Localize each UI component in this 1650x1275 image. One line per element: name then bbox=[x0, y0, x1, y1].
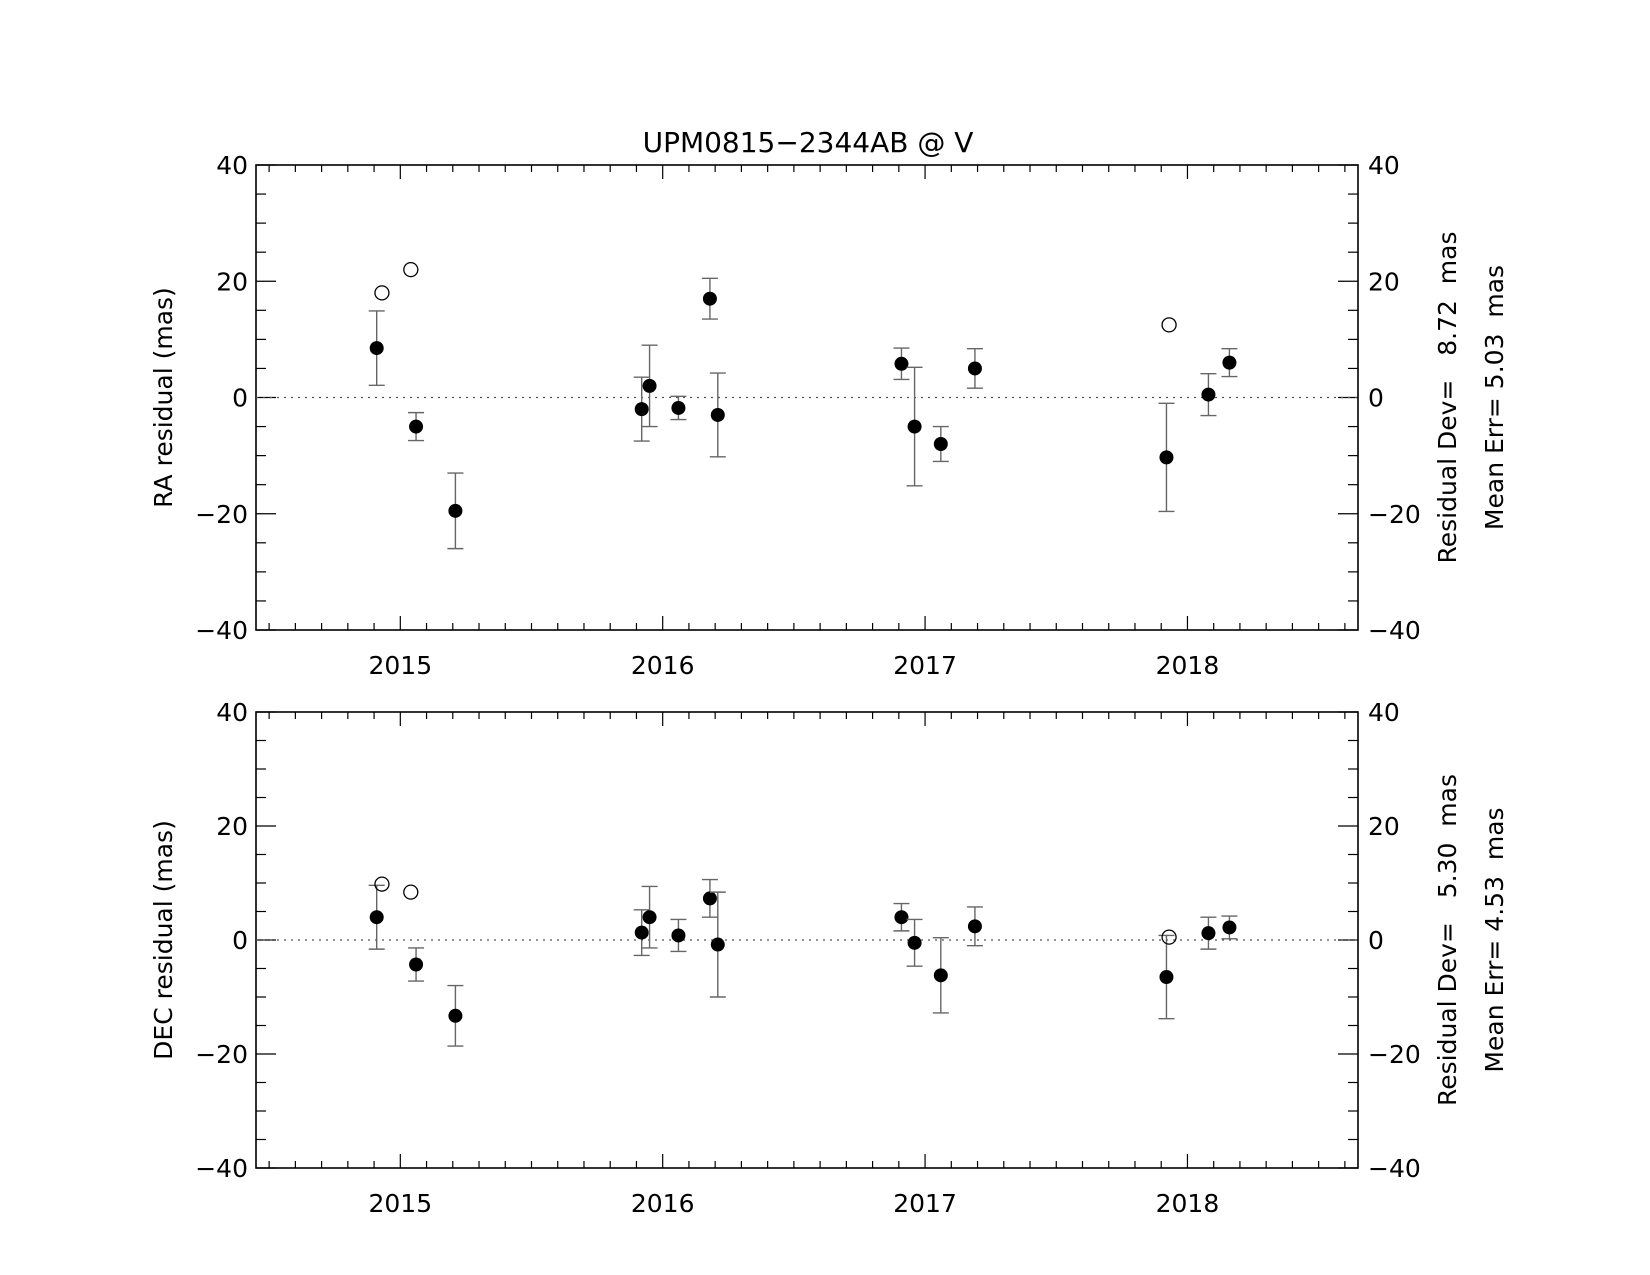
x-tick-label: 2017 bbox=[893, 1189, 957, 1218]
y-tick-label-right: 40 bbox=[1368, 151, 1400, 180]
y-axis-label: DEC residual (mas) bbox=[149, 820, 178, 1060]
y-tick-label-left: 40 bbox=[216, 151, 248, 180]
data-point-filled bbox=[1159, 450, 1174, 465]
y-tick-label-right: 0 bbox=[1368, 926, 1384, 955]
data-point-filled bbox=[710, 937, 725, 952]
y-tick-label-right: 40 bbox=[1368, 698, 1400, 727]
data-point-open bbox=[374, 285, 390, 301]
data-point-filled bbox=[671, 400, 686, 415]
data-point-filled bbox=[907, 419, 922, 434]
data-point-filled bbox=[409, 957, 424, 972]
x-tick-label: 2015 bbox=[368, 1189, 432, 1218]
data-point-filled bbox=[702, 891, 717, 906]
data-point-open bbox=[403, 261, 419, 278]
x-tick-label: 2016 bbox=[631, 651, 695, 680]
data-point-filled bbox=[1222, 355, 1237, 370]
ra-residual-panel: 2015 2016 2017 2018 −40 −40 −20 −20 0 0 20 20 40 40 RA… bbox=[149, 151, 1509, 680]
data-point-filled bbox=[1201, 387, 1216, 402]
data-point-filled bbox=[1222, 920, 1237, 935]
x-tick-label: 2017 bbox=[893, 651, 957, 680]
data-point-filled bbox=[642, 910, 657, 925]
x-tick-label: 2018 bbox=[1156, 1189, 1220, 1218]
y-tick-label-left: 0 bbox=[232, 384, 248, 413]
data-point-filled bbox=[409, 419, 424, 434]
data-point-filled bbox=[448, 1008, 463, 1023]
data-point-filled bbox=[967, 919, 982, 934]
residual-dev-stat: Residual Dev= 5.30 mas bbox=[1433, 774, 1462, 1106]
data-point-open bbox=[1161, 929, 1177, 945]
data-point-filled bbox=[369, 910, 384, 925]
data-point-filled bbox=[907, 935, 922, 950]
data-point-filled bbox=[369, 341, 384, 356]
plot-frame bbox=[255, 711, 1359, 1169]
y-tick-label-right: 20 bbox=[1368, 267, 1400, 296]
x-tick-label: 2018 bbox=[1156, 651, 1220, 680]
dec-residual-panel: 2015 2016 2017 2018 −40 −40 −20 −20 0 0 20 20 40 40 DE… bbox=[149, 698, 1509, 1218]
data-point-filled bbox=[894, 356, 909, 371]
data-point-filled bbox=[933, 968, 948, 983]
data-point-filled bbox=[702, 291, 717, 306]
data-point-filled bbox=[642, 378, 657, 393]
y-tick-label-left: 20 bbox=[216, 812, 248, 841]
data-point-filled bbox=[710, 407, 725, 422]
y-tick-label-left: 40 bbox=[216, 698, 248, 727]
data-point-filled bbox=[894, 910, 909, 925]
y-axis-label: RA residual (mas) bbox=[149, 287, 178, 508]
y-tick-label-left: −40 bbox=[195, 616, 248, 645]
data-point-filled bbox=[634, 925, 649, 940]
mean-err-stat: Mean Err= 4.53 mas bbox=[1480, 807, 1509, 1072]
chart-title: UPM0815−2344AB @ V bbox=[643, 126, 974, 159]
y-tick-label-left: −20 bbox=[195, 1040, 248, 1069]
data-point-filled bbox=[671, 928, 686, 943]
y-tick-label-right: −40 bbox=[1368, 1154, 1421, 1183]
y-tick-label-right: −20 bbox=[1368, 500, 1421, 529]
data-point-filled bbox=[1159, 970, 1174, 985]
plot-frame bbox=[255, 164, 1359, 631]
y-tick-label-left: −40 bbox=[195, 1154, 248, 1183]
x-tick-label: 2015 bbox=[368, 651, 432, 680]
data-point-open bbox=[374, 876, 390, 892]
data-point-open bbox=[403, 884, 419, 900]
y-tick-label-left: −20 bbox=[195, 500, 248, 529]
data-point-open bbox=[1161, 317, 1177, 333]
data-point-filled bbox=[933, 437, 948, 451]
y-tick-label-right: 20 bbox=[1368, 812, 1400, 841]
data-point-filled bbox=[634, 402, 649, 417]
residual-dev-stat: Residual Dev= 8.72 mas bbox=[1433, 232, 1462, 564]
y-tick-label-right: −20 bbox=[1368, 1040, 1421, 1069]
y-tick-label-right: −40 bbox=[1368, 616, 1421, 645]
data-point-filled bbox=[448, 503, 463, 518]
data-point-filled bbox=[1201, 926, 1216, 941]
y-tick-label-left: 20 bbox=[216, 267, 248, 296]
y-tick-label-left: 0 bbox=[232, 926, 248, 955]
mean-err-stat: Mean Err= 5.03 mas bbox=[1480, 265, 1509, 530]
y-tick-label-right: 0 bbox=[1368, 384, 1384, 413]
data-point-filled bbox=[967, 361, 982, 376]
x-tick-label: 2016 bbox=[631, 1189, 695, 1218]
